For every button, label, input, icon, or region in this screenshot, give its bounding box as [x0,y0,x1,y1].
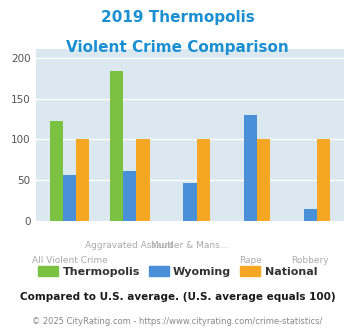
Bar [257,139,270,221]
Text: 2019 Thermopolis: 2019 Thermopolis [100,10,255,25]
Bar [317,139,330,221]
Text: Rape: Rape [239,256,262,265]
Bar [63,175,76,221]
Bar [76,139,89,221]
Bar [123,171,136,221]
Text: All Violent Crime: All Violent Crime [32,256,107,265]
Text: Murder & Mans...: Murder & Mans... [151,241,229,249]
Bar [304,209,317,221]
Bar [50,121,63,221]
Bar [244,115,257,221]
Bar [110,71,123,221]
Bar [136,139,149,221]
Legend: Thermopolis, Wyoming, National: Thermopolis, Wyoming, National [33,261,322,281]
Text: Violent Crime Comparison: Violent Crime Comparison [66,40,289,54]
Bar [183,183,197,221]
Bar [197,139,210,221]
Text: Robbery: Robbery [291,256,329,265]
Text: © 2025 CityRating.com - https://www.cityrating.com/crime-statistics/: © 2025 CityRating.com - https://www.city… [32,317,323,326]
Text: Compared to U.S. average. (U.S. average equals 100): Compared to U.S. average. (U.S. average … [20,292,335,302]
Text: Aggravated Assault: Aggravated Assault [86,241,174,249]
